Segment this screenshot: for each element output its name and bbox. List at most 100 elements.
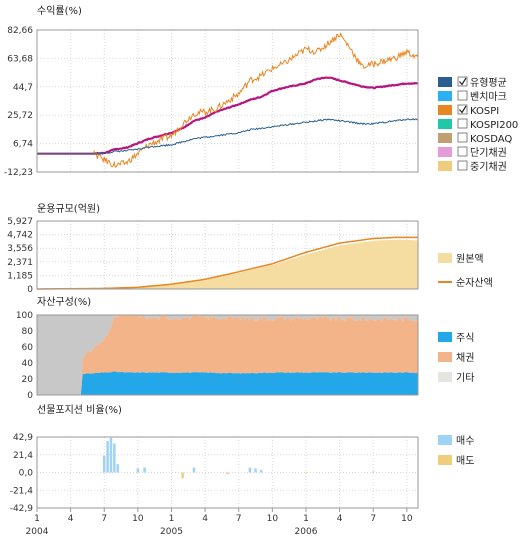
chart-panels: 수익률(%) 82,66 63,68 44,7 25,72 6,74 -12,23 유형평균벤… [4,5,518,514]
y-tick-label: 3,556 [7,244,33,254]
y-tick-label: 6,74 [13,140,33,150]
legend-label: 원본액 [456,253,484,265]
legend-label: KOSPI [470,106,499,117]
y-tick-label: -12,23 [4,168,33,178]
checkbox[interactable] [457,160,468,171]
series-area [37,371,418,395]
y-tick-label: 20 [22,375,34,385]
bar [304,472,308,474]
legend-label: 중기채권 [470,161,507,173]
y-tick-label: 60 [22,343,34,353]
x-tick-label: 4 [68,514,74,524]
legend-swatch [438,253,452,263]
y-tick-label: 4,742 [7,231,33,241]
checkbox[interactable] [457,146,468,157]
legend-swatch [438,455,452,465]
x-axis: 1 4 7 10 1 4 7 10 1 4 7 10 2004 2005 2006 [26,508,413,537]
legend-label: 유형평균 [470,77,507,89]
bar [116,464,119,473]
plot-area [37,236,418,290]
bar [113,443,116,473]
y-tick-label: 1,185 [7,271,33,281]
y-tick-label: 0 [27,285,33,295]
bar [226,472,229,475]
plot-frame [36,436,419,509]
legend-swatch [438,372,452,382]
plot-frame [36,29,419,173]
legend-swatch [438,105,452,115]
legend-label: 주식 [456,332,474,344]
bar [181,472,184,479]
legend-swatch [438,119,452,129]
series-area [37,315,418,395]
x-year-label: 2005 [160,527,183,537]
series-line [37,31,419,168]
legend-swatch [438,77,452,87]
bar [371,471,375,473]
legend-swatch [438,435,452,445]
y-tick-label: 25,72 [7,111,33,121]
series-line [37,118,418,155]
bar [109,437,113,473]
legend-swatch [438,133,452,143]
x-tick-label: 7 [370,514,376,524]
legend-swatch [438,352,452,362]
y-tick-label: 82,66 [7,26,33,36]
bar [136,468,140,473]
plot-area [37,315,418,395]
legend-label: 단기채권 [470,147,507,159]
plot-area [37,31,419,168]
x-tick-label: 1 [303,514,309,524]
y-tick-label: 42,9 [13,433,33,443]
bar [254,468,257,473]
legend-label: 매도 [456,455,474,467]
panel-title: 자산구성(%) [37,296,91,308]
y-tick-label: 100 [16,311,33,321]
y-tick-label: 21,4 [13,451,33,461]
panel-title: 운용규모(억원) [37,203,100,215]
legend-label: 순자산액 [456,277,493,289]
x-tick-label: 10 [267,514,279,524]
y-tick-label: 63,68 [7,54,33,64]
legend-swatch [438,161,452,171]
bar [259,470,263,473]
x-year-label: 2006 [295,527,318,537]
series-area [37,239,418,289]
plot-frame [36,314,419,396]
checkbox[interactable] [457,118,468,129]
x-year-label: 2004 [26,527,49,537]
x-tick-label: 4 [337,514,343,524]
y-tick-label: 0 [27,391,33,401]
bar [248,467,252,473]
legend-label: KOSDAQ [470,134,512,145]
plot-frame [36,220,419,290]
legend-label: 채권 [456,352,474,364]
panel-title: 선물포지션 비율(%) [37,404,122,416]
legend-swatch [438,332,452,342]
y-tick-label: 5,927 [7,217,33,227]
x-tick-label: 10 [401,514,413,524]
checkbox[interactable] [457,104,468,115]
panel-title: 수익률(%) [37,5,82,17]
legend-label: 기타 [456,372,474,384]
legend-swatch [438,91,452,101]
x-tick-label: 7 [101,514,107,524]
x-tick-label: 7 [236,514,242,524]
checkbox[interactable] [457,132,468,143]
y-tick-label: 40 [22,359,34,369]
chart-panel-1: 수익률(%) 82,66 63,68 44,7 25,72 6,74 -12,23 유형평균벤… [4,5,518,178]
series-area [37,315,418,395]
bar [106,441,109,473]
y-tick-label: 80 [22,327,34,337]
y-tick-label: -21,4 [10,486,34,496]
checkbox[interactable] [457,76,468,87]
checkmark-icon [459,105,467,114]
plot-area [102,437,375,479]
checkbox[interactable] [457,90,468,101]
checkmark-icon [459,77,467,86]
